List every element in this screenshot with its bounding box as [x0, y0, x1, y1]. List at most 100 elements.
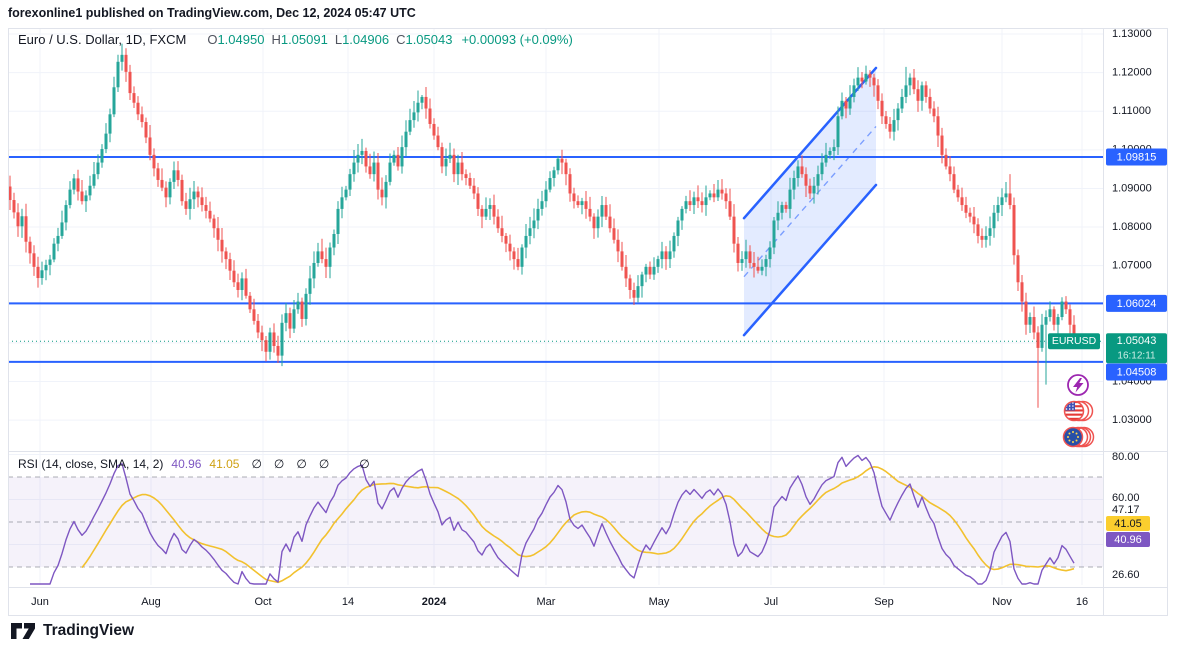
candle — [736, 236, 740, 272]
ascending-channel[interactable] — [742, 66, 878, 337]
candle — [808, 178, 812, 199]
candle-body — [324, 259, 328, 267]
high-impact-event-icon[interactable] — [1067, 374, 1089, 396]
rsi-line — [30, 454, 1075, 585]
candle-body — [948, 166, 952, 175]
candle-body — [52, 243, 56, 260]
time-axis-label: Sep — [874, 596, 894, 608]
candle — [960, 187, 964, 211]
candle-body — [848, 96, 852, 109]
candle-body — [400, 147, 404, 167]
candle — [240, 272, 244, 301]
candle — [444, 148, 448, 176]
candle — [892, 108, 896, 141]
level-price-badge[interactable]: 1.06024 — [1106, 294, 1167, 312]
high-label: H — [271, 32, 281, 47]
close-value: 1.05043 — [405, 32, 453, 47]
tradingview-logo[interactable]: TradingView — [10, 622, 134, 640]
candle — [164, 181, 168, 208]
candle-body — [464, 174, 468, 179]
candle-body — [904, 85, 908, 97]
candle — [12, 192, 16, 219]
candle-body — [936, 116, 940, 136]
candle-body — [124, 54, 128, 72]
candle — [896, 103, 900, 131]
candle-body — [940, 135, 944, 155]
eu-star — [1077, 436, 1079, 438]
candle — [360, 138, 364, 165]
candle — [1052, 306, 1056, 331]
level-price-badge[interactable]: 1.09815 — [1106, 148, 1167, 166]
candle-body — [396, 154, 400, 167]
candle — [948, 156, 952, 182]
candle — [44, 259, 48, 281]
candle-body — [256, 320, 260, 333]
candle — [748, 245, 752, 269]
candle-body — [320, 251, 324, 260]
candle — [520, 244, 524, 275]
candle-body — [624, 266, 628, 279]
candle-body — [592, 216, 596, 229]
candle — [172, 161, 176, 190]
candle — [660, 241, 664, 269]
candle-body — [392, 154, 396, 163]
candle — [288, 307, 292, 339]
candle-body — [736, 243, 740, 263]
price-axis[interactable] — [1103, 28, 1168, 587]
candle-body — [1064, 301, 1068, 310]
candle — [212, 214, 216, 238]
candle — [48, 254, 52, 276]
candle — [688, 190, 692, 212]
candle — [368, 153, 372, 179]
candle — [1056, 313, 1060, 334]
candle-body — [12, 200, 16, 213]
candle — [416, 90, 420, 122]
candle-body — [188, 199, 192, 209]
candle-body — [244, 278, 248, 296]
candle-body — [688, 201, 692, 206]
candle-body — [216, 228, 220, 240]
candle — [696, 185, 700, 209]
candle — [292, 299, 296, 333]
candle-body — [768, 247, 772, 260]
candle-body — [544, 189, 548, 202]
rsi-title[interactable]: RSI (14, close, SMA, 14, 2) — [18, 457, 164, 471]
time-axis[interactable] — [8, 587, 1168, 616]
time-axis-label: 16 — [1076, 596, 1088, 608]
candle-body — [24, 216, 28, 242]
candle-body — [432, 123, 436, 136]
open-value: 1.04950 — [217, 32, 265, 47]
candle — [788, 177, 792, 219]
candle-body — [804, 174, 808, 186]
symbol-price-label-text: EURUSD — [1052, 335, 1097, 347]
candle — [492, 194, 496, 225]
level-price-badge[interactable]: 1.04508 — [1106, 363, 1167, 381]
candle — [532, 208, 536, 239]
candle-body — [308, 278, 312, 294]
candle-body — [1028, 317, 1032, 325]
candle-body — [964, 205, 968, 213]
open-label: O — [207, 32, 218, 47]
channel-lower-line[interactable] — [742, 183, 878, 337]
candle-body — [1016, 255, 1020, 283]
candle-body — [552, 170, 556, 179]
candle — [1028, 312, 1032, 333]
level-price-badge-bg — [1106, 148, 1167, 166]
symbol-title[interactable]: Euro / U.S. Dollar, 1D, FXCM — [18, 32, 187, 47]
eu-economic-event-icon[interactable] — [1062, 426, 1095, 448]
candle-body — [672, 235, 676, 252]
price-axis-label: 1.12000 — [1112, 67, 1152, 79]
candle-body — [136, 102, 140, 115]
rsi-lines-layer — [30, 454, 1075, 585]
candle-body — [68, 189, 72, 206]
price-axis-label: 1.08000 — [1112, 221, 1152, 233]
candle-body — [200, 197, 204, 206]
candle-body — [428, 108, 432, 124]
candle-body — [824, 154, 828, 163]
candle-body — [108, 114, 112, 134]
us-economic-event-icon[interactable] — [1063, 400, 1094, 422]
candle-body — [960, 197, 964, 206]
candle-body — [44, 264, 48, 271]
candle-body — [776, 212, 780, 221]
candle-body — [404, 131, 408, 148]
